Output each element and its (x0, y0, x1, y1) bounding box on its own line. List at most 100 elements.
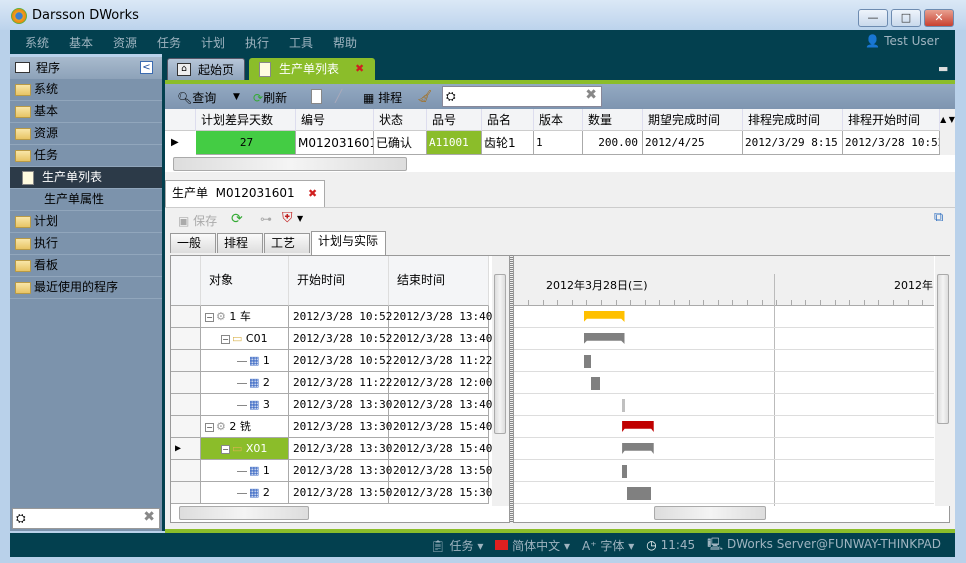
grid-cell[interactable]: 2012/3/29 8:15 (743, 131, 843, 155)
tree-cell-object[interactable]: ▦ 2 (201, 482, 289, 504)
sidebar-item[interactable]: 计划 (10, 211, 162, 233)
tree-cell-object[interactable]: − ⚙ 1 车 (201, 306, 289, 328)
column-header[interactable]: 期望完成时间 (643, 109, 743, 131)
tree-row[interactable]: ▦ 2 2012/3/28 11:22 2012/3/28 12:00 (171, 372, 493, 394)
grid-cell[interactable]: 27 (196, 131, 296, 155)
column-header[interactable]: 排程开始时间 (843, 109, 940, 131)
grid-cell[interactable]: 1 (534, 131, 583, 155)
tree-cell-object[interactable]: − ⚙ 2 铣 (201, 416, 289, 438)
schedule-button[interactable]: ▦ 排程 (363, 89, 402, 106)
task-status-dropdown[interactable]: 📋︎ 任务 ▾ (430, 538, 484, 553)
collapse-icon[interactable]: − (221, 335, 230, 344)
column-header[interactable]: 版本 (534, 109, 583, 131)
tree-cell-object[interactable]: − ▭ C01 (201, 328, 289, 350)
horizontal-scrollbar[interactable] (173, 157, 407, 171)
query-button[interactable]: 🔍︎查询 (177, 89, 216, 106)
tab-production-order-detail[interactable]: 生产单 M012031601 ✖ (165, 180, 325, 207)
broom-icon[interactable]: 🧹︎ (417, 89, 433, 103)
collapse-icon[interactable]: − (205, 313, 214, 322)
clear-search-icon[interactable]: ✖ (585, 87, 597, 103)
gantt-bar[interactable] (622, 443, 654, 454)
column-header[interactable]: 对象 (201, 256, 289, 306)
row-selector[interactable] (171, 350, 201, 372)
menu-help[interactable]: 帮助 (333, 36, 358, 50)
tab-production-order-list[interactable]: 生产单列表 ✖ (249, 58, 375, 81)
close-button[interactable]: ✕ (924, 9, 954, 27)
subtab-routing[interactable]: 工艺 (264, 233, 310, 253)
horizontal-scrollbar[interactable] (179, 506, 309, 520)
horizontal-scrollbar[interactable] (654, 506, 766, 520)
sidebar-item[interactable]: 看板 (10, 255, 162, 277)
grid-cell[interactable]: 齿轮1 (482, 131, 534, 155)
splitter[interactable] (510, 255, 513, 523)
popout-icon[interactable]: ⧉ (934, 210, 944, 225)
shield-delete-icon[interactable]: ⛨ (282, 210, 293, 226)
column-header[interactable]: 品号 (427, 109, 482, 131)
row-selector[interactable] (171, 416, 201, 438)
vertical-scrollbar[interactable]: ▲ ▼ (940, 109, 955, 155)
close-tab-icon[interactable]: ✖ (355, 62, 365, 75)
menu-system[interactable]: 系统 (25, 36, 50, 50)
sidebar-item[interactable]: 生产单列表 (10, 167, 162, 189)
gantt-bar[interactable] (622, 421, 654, 432)
column-header[interactable]: 品名 (482, 109, 534, 131)
menu-tools[interactable]: 工具 (289, 36, 314, 50)
tree-row[interactable]: ▦ 3 2012/3/28 13:30 2012/3/28 13:40 (171, 394, 493, 416)
row-selector[interactable] (171, 394, 201, 416)
row-selector[interactable] (171, 328, 201, 350)
tree-cell-object[interactable]: ▦ 2 (201, 372, 289, 394)
gantt-bar[interactable] (622, 399, 625, 412)
tree-cell-object[interactable]: ▦ 1 (201, 350, 289, 372)
restore-layout-icon[interactable]: ▬ (938, 62, 949, 75)
column-header[interactable]: 计划差异天数 (196, 109, 296, 131)
hierarchy-icon[interactable]: ⊶ (260, 212, 272, 226)
sidebar-item[interactable]: 基本 (10, 101, 162, 123)
grid-cell[interactable]: A11001 (427, 131, 482, 155)
sidebar-item[interactable]: 最近使用的程序 (10, 277, 162, 299)
save-button[interactable]: ▣ 保存 (178, 212, 217, 229)
list-search-input[interactable]: ⛭ ✖ (442, 86, 602, 107)
grid-cell[interactable]: 200.00 (583, 131, 643, 155)
grid-cell[interactable]: 2012/3/28 10:52 (843, 131, 940, 155)
tree-cell-object[interactable]: ▦ 3 (201, 394, 289, 416)
tab-home[interactable]: ⌂ 起始页 (167, 58, 245, 81)
row-selector[interactable]: ▶ (171, 137, 179, 148)
scrollbar-thumb[interactable] (937, 274, 949, 424)
sidebar-item[interactable]: 生产单属性 (10, 189, 162, 211)
gantt-bar[interactable] (626, 487, 652, 500)
grid-cell[interactable]: M012031601 (296, 131, 374, 155)
column-header[interactable]: 开始时间 (289, 256, 389, 306)
sidebar-search-input[interactable]: ⛭ ✖ (12, 508, 160, 529)
gantt-bar[interactable] (583, 333, 625, 344)
column-header[interactable]: 结束时间 (389, 256, 489, 306)
minimize-button[interactable]: — (858, 9, 888, 27)
gantt-bar[interactable] (590, 377, 601, 390)
tree-cell-object[interactable]: − ▭ X01 (201, 438, 289, 460)
refresh-icon[interactable]: ⟳ (231, 211, 243, 227)
row-selector[interactable] (171, 482, 201, 504)
tree-row[interactable]: ▦ 1 2012/3/28 10:52 2012/3/28 11:22 (171, 350, 493, 372)
dropdown-arrow-icon[interactable]: ▼ (297, 214, 304, 223)
collapse-sidebar-button[interactable]: < (140, 61, 153, 74)
tree-row[interactable]: − ⚙ 2 铣 2012/3/28 13:30 2012/3/28 15:40 (171, 416, 493, 438)
column-header[interactable]: 数量 (583, 109, 643, 131)
language-dropdown[interactable]: 简体中文 ▾ (495, 537, 570, 554)
tree-row[interactable]: − ▭ C01 2012/3/28 10:52 2012/3/28 13:40 (171, 328, 493, 350)
sidebar-item[interactable]: 资源 (10, 123, 162, 145)
scrollbar-thumb[interactable] (494, 274, 506, 434)
sidebar-item[interactable]: 任务 (10, 145, 162, 167)
row-selector[interactable] (171, 460, 201, 482)
menu-plan[interactable]: 计划 (201, 36, 226, 50)
close-tab-icon[interactable]: ✖ (308, 187, 318, 200)
subtab-schedule[interactable]: 排程 (217, 233, 263, 253)
query-dropdown-icon[interactable]: ▼ (233, 92, 240, 102)
row-selector[interactable] (171, 372, 201, 394)
collapse-icon[interactable]: − (205, 423, 214, 432)
column-header[interactable]: 编号 (296, 109, 374, 131)
sidebar-item[interactable]: 执行 (10, 233, 162, 255)
sidebar-item[interactable]: 系统 (10, 79, 162, 101)
menu-execute[interactable]: 执行 (245, 36, 270, 50)
tree-row[interactable]: ▦ 2 2012/3/28 13:50 2012/3/28 15:30 (171, 482, 493, 504)
menu-basic[interactable]: 基本 (69, 36, 94, 50)
refresh-button[interactable]: ⟳刷新 (253, 89, 287, 106)
